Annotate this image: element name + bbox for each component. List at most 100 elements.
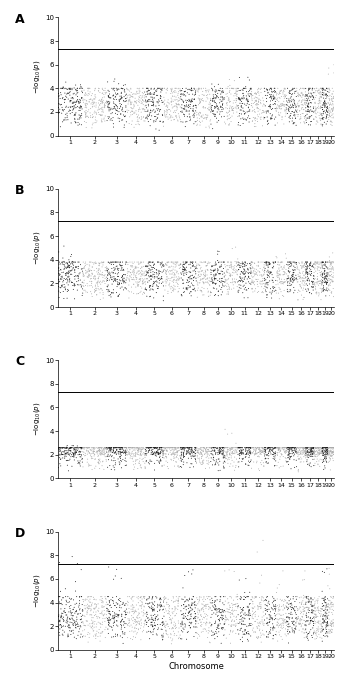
Point xyxy=(213,109,218,120)
Point xyxy=(284,591,290,602)
Point xyxy=(216,79,221,90)
Point xyxy=(324,626,329,637)
Point xyxy=(119,442,124,453)
Point xyxy=(240,85,246,96)
Point xyxy=(87,265,92,277)
Point xyxy=(330,442,335,453)
Point xyxy=(188,458,194,469)
Point xyxy=(245,459,251,471)
Point xyxy=(61,449,66,460)
Point xyxy=(189,445,194,457)
Point xyxy=(288,594,293,605)
Point xyxy=(296,101,301,113)
Point xyxy=(129,274,134,285)
Point xyxy=(91,443,97,455)
Point xyxy=(146,85,151,96)
Point xyxy=(201,277,206,288)
Point xyxy=(195,447,201,458)
Point xyxy=(262,112,267,123)
Point xyxy=(142,443,148,455)
Point xyxy=(125,613,131,624)
Point xyxy=(188,622,193,633)
Point xyxy=(121,122,127,133)
Point xyxy=(263,444,268,455)
Point xyxy=(303,110,308,121)
Point xyxy=(100,96,105,107)
Point xyxy=(140,112,146,123)
Point xyxy=(304,93,310,104)
Point xyxy=(270,624,276,635)
Point xyxy=(283,445,288,457)
Point xyxy=(328,116,334,127)
Point xyxy=(109,256,115,268)
Point xyxy=(182,443,187,455)
Point xyxy=(186,280,191,291)
Point xyxy=(277,101,282,113)
Point xyxy=(281,277,287,288)
Point xyxy=(293,623,298,634)
Point xyxy=(303,265,309,276)
Point xyxy=(190,445,195,457)
Point xyxy=(111,614,117,625)
Point xyxy=(122,622,128,633)
Point xyxy=(290,618,295,629)
Point xyxy=(91,259,97,270)
Point xyxy=(136,443,141,454)
Point xyxy=(176,275,181,286)
Point xyxy=(84,445,89,457)
Point xyxy=(154,602,160,613)
Point xyxy=(318,118,324,129)
Point xyxy=(162,442,168,453)
Point xyxy=(204,92,210,103)
Point xyxy=(252,445,258,456)
Point xyxy=(290,602,295,613)
Point xyxy=(326,595,332,606)
Point xyxy=(305,445,310,456)
Point xyxy=(150,96,156,107)
Point xyxy=(220,269,225,280)
Point xyxy=(190,89,195,100)
Point xyxy=(120,626,125,637)
Point xyxy=(322,284,327,295)
Point xyxy=(255,256,261,268)
Point xyxy=(133,450,138,461)
Point xyxy=(243,90,249,101)
Point xyxy=(275,594,280,605)
Point xyxy=(323,602,329,613)
Point xyxy=(59,446,65,457)
Point xyxy=(201,457,206,468)
Point xyxy=(89,288,94,300)
Point xyxy=(58,89,64,100)
Point xyxy=(91,271,96,282)
Point xyxy=(325,277,330,288)
Point xyxy=(213,442,218,453)
Point xyxy=(110,610,116,621)
Point xyxy=(266,270,271,281)
Point xyxy=(330,619,336,630)
Point xyxy=(289,616,295,627)
Point xyxy=(119,609,124,620)
Point xyxy=(261,460,267,471)
Point xyxy=(108,92,114,104)
Point xyxy=(98,257,104,268)
Point xyxy=(233,85,239,96)
Point xyxy=(307,260,312,271)
Point xyxy=(325,445,330,457)
Point xyxy=(196,83,202,95)
Point xyxy=(265,106,270,117)
Point xyxy=(233,86,239,97)
Point xyxy=(202,272,207,284)
Point xyxy=(194,275,199,286)
Point xyxy=(226,564,232,575)
Point xyxy=(217,605,222,616)
Point xyxy=(110,103,116,114)
Point xyxy=(106,263,111,275)
Point xyxy=(179,289,184,300)
Point xyxy=(212,604,218,615)
Point xyxy=(61,614,66,626)
Point xyxy=(255,600,260,612)
Point xyxy=(235,443,240,455)
Point xyxy=(268,613,274,624)
Point xyxy=(273,106,279,117)
Point xyxy=(153,442,159,453)
